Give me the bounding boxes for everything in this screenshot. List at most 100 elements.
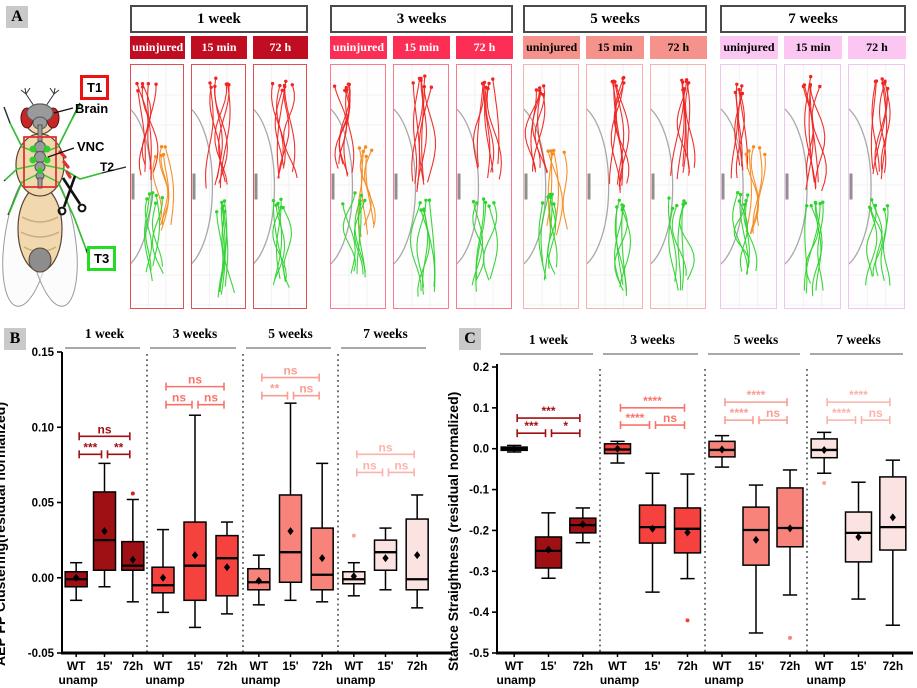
mid-leg-trace bbox=[745, 154, 759, 235]
front-leg-trace bbox=[524, 90, 541, 170]
trace-start-dot bbox=[546, 195, 550, 199]
trace-start-dot bbox=[805, 204, 809, 208]
scale-bar bbox=[785, 173, 789, 200]
front-leg-trace bbox=[214, 78, 229, 184]
trajectory-panel bbox=[540, 64, 643, 309]
trace-start-dot bbox=[621, 76, 626, 81]
y-tick-label: -0.5 bbox=[469, 648, 489, 660]
x-sub-label: unamp bbox=[600, 673, 639, 687]
mid-leg-trace bbox=[547, 153, 553, 236]
x-tick-label: 72h bbox=[122, 659, 143, 673]
x-sub-label: unamp bbox=[145, 673, 184, 687]
mean-marker bbox=[350, 572, 357, 581]
panel-b: B AEP FP Clustering(residual normalized)… bbox=[0, 320, 460, 688]
trace-start-dot bbox=[615, 205, 619, 209]
trace-start-dot bbox=[549, 195, 553, 199]
scale-bar bbox=[457, 173, 461, 200]
hind-leg-trace bbox=[221, 211, 236, 294]
y-tick-label: -0.05 bbox=[28, 648, 55, 660]
mean-marker bbox=[223, 563, 231, 572]
front-leg-trace bbox=[735, 93, 745, 179]
front-leg-trace bbox=[483, 82, 491, 179]
scale-bar bbox=[331, 173, 335, 200]
x-tick-label: WT bbox=[154, 659, 173, 673]
x-tick-label: 15' bbox=[540, 659, 556, 673]
front-leg-trace bbox=[411, 78, 424, 182]
front-leg-trace bbox=[531, 94, 546, 172]
trace-start-dot bbox=[280, 88, 284, 92]
trace-start-dot bbox=[552, 148, 556, 153]
hind-leg-trace bbox=[811, 203, 823, 297]
trace-start-dot bbox=[353, 191, 357, 195]
sig-label: **** bbox=[747, 388, 766, 402]
y-tick-label: 0.1 bbox=[473, 403, 490, 415]
trace-start-dot bbox=[344, 85, 348, 90]
trace-start-dot bbox=[674, 203, 679, 208]
trajectory-panel bbox=[284, 64, 386, 309]
x-sub-label: unamp bbox=[496, 673, 535, 687]
trace-start-dot bbox=[491, 77, 495, 81]
trace-start-dot bbox=[809, 74, 813, 79]
trace-start-dot bbox=[290, 83, 294, 87]
scale-bar bbox=[524, 173, 528, 200]
scissors-icon bbox=[57, 175, 87, 216]
hind-leg-trace bbox=[733, 204, 750, 267]
mid-leg-trace bbox=[756, 154, 766, 226]
trace-start-dot bbox=[226, 82, 230, 86]
trace-start-dot bbox=[487, 81, 491, 86]
hind-leg-trace bbox=[144, 198, 153, 273]
trace-start-dot bbox=[737, 88, 741, 92]
condition-label: 72 h bbox=[456, 36, 513, 59]
trace-start-dot bbox=[214, 76, 218, 80]
fly-antennae bbox=[20, 87, 60, 107]
y-tick-label: 0.00 bbox=[32, 573, 54, 585]
x-sub-label: unamp bbox=[58, 673, 97, 687]
sig-label: ns bbox=[283, 364, 297, 378]
trace-start-dot bbox=[548, 192, 552, 197]
outlier-dot bbox=[351, 533, 356, 538]
hind-leg-trace bbox=[882, 205, 891, 286]
trace-start-dot bbox=[332, 84, 337, 88]
hind-leg-trace bbox=[805, 205, 819, 284]
sig-label: **** bbox=[643, 394, 662, 408]
mean-marker bbox=[287, 527, 294, 536]
condition-label: 72 h bbox=[252, 36, 308, 59]
hind-leg-trace bbox=[814, 202, 822, 291]
trace-start-dot bbox=[151, 191, 155, 195]
trace-start-dot bbox=[418, 201, 422, 205]
trace-start-dot bbox=[885, 204, 890, 208]
front-leg-trace bbox=[880, 78, 888, 180]
trace-start-dot bbox=[145, 197, 149, 201]
hind-leg-trace bbox=[667, 208, 679, 291]
trajectory-panel bbox=[604, 64, 706, 309]
box bbox=[638, 504, 667, 544]
front-leg-trace bbox=[492, 79, 500, 165]
trace-start-dot bbox=[546, 149, 550, 153]
trace-start-dot bbox=[363, 145, 368, 149]
y-tick-label: 0.10 bbox=[32, 422, 54, 434]
group-title: 5 weeks bbox=[734, 332, 779, 347]
x-tick-label: WT bbox=[608, 659, 627, 673]
trace-start-dot bbox=[484, 85, 488, 89]
hind-leg-trace bbox=[615, 206, 624, 285]
front-leg-trace bbox=[486, 83, 502, 180]
y-tick-label: 0.15 bbox=[32, 347, 55, 359]
front-leg-trace bbox=[802, 86, 814, 181]
trace-start-dot bbox=[220, 206, 225, 211]
box bbox=[278, 494, 303, 584]
hind-leg-trace bbox=[667, 198, 677, 282]
trace-start-dot bbox=[154, 193, 158, 198]
hind-leg-trace bbox=[342, 192, 356, 272]
front-leg-trace bbox=[218, 84, 230, 183]
sig-label: ns bbox=[188, 373, 202, 387]
trace-start-dot bbox=[821, 200, 825, 204]
trace-start-dot bbox=[552, 202, 556, 206]
front-leg-trace bbox=[534, 85, 549, 173]
scale-bar bbox=[849, 173, 853, 200]
mean-marker bbox=[684, 528, 691, 537]
hind-leg-trace bbox=[151, 197, 164, 274]
trace-start-dot bbox=[746, 193, 750, 197]
trace-start-dot bbox=[870, 198, 874, 202]
